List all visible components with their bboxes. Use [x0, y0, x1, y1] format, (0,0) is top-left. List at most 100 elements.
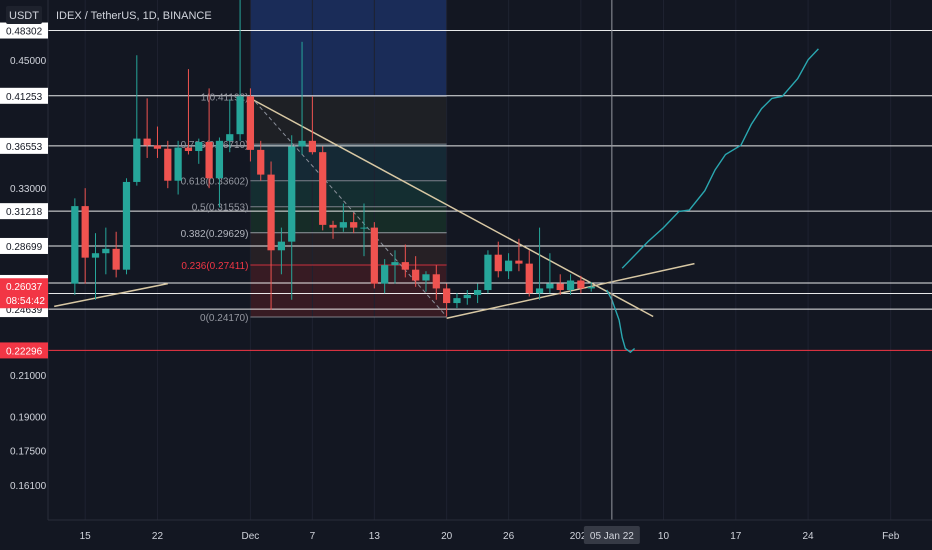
candle-body[interactable] — [277, 241, 286, 251]
fib-zone — [250, 144, 447, 181]
candle-body[interactable] — [535, 288, 544, 294]
candle-body[interactable] — [122, 181, 131, 270]
price-tick-label: 0.16100 — [10, 481, 47, 492]
currency-badge[interactable]: USDT — [9, 10, 39, 22]
candle-body[interactable] — [577, 280, 585, 289]
candle-body[interactable] — [153, 145, 162, 149]
candle-body[interactable] — [525, 263, 533, 294]
candle-body[interactable] — [515, 260, 523, 264]
candle-body[interactable] — [71, 206, 79, 284]
time-tick-label: 26 — [503, 531, 515, 542]
candle-body[interactable] — [391, 262, 399, 266]
candle-body[interactable] — [308, 140, 316, 153]
time-tick-label: 13 — [369, 531, 381, 542]
chart-header: USDT IDEX / TetherUS, 1D, BINANCE — [6, 6, 212, 24]
candle-body[interactable] — [143, 138, 151, 146]
currency-badge-bg[interactable] — [6, 6, 42, 24]
candle-body[interactable] — [195, 141, 203, 152]
time-axis[interactable]: 15 22 Dec 7 13 20 26 2022 10 17 24 Feb 05 Jan 22 — [48, 519, 932, 550]
fib-level-label: 0.618(0.33602) — [181, 177, 249, 188]
level-price-label: 0.31218 — [6, 207, 43, 218]
price-tick-label: 0.33000 — [10, 184, 47, 195]
candle-body[interactable] — [370, 227, 378, 284]
time-tick-label: 17 — [730, 531, 742, 542]
time-tick-label: Dec — [242, 531, 260, 542]
candle-body[interactable] — [443, 288, 451, 304]
fib-zone-top — [250, 0, 447, 97]
candle-body[interactable] — [432, 274, 440, 289]
price-axis-bg — [0, 0, 48, 520]
time-tick-label: 2022 — [570, 531, 593, 542]
candles[interactable] — [71, 0, 595, 317]
candle-body[interactable] — [236, 96, 244, 135]
candle-body[interactable] — [473, 290, 482, 295]
price-tick-label: 0.19000 — [10, 413, 47, 424]
candle-body[interactable] — [484, 254, 492, 291]
candle-body[interactable] — [463, 294, 471, 299]
candle-body[interactable] — [339, 222, 347, 228]
candle-body[interactable] — [381, 265, 389, 284]
candle-body[interactable] — [319, 152, 327, 225]
candle-body[interactable] — [412, 269, 420, 281]
candle-body[interactable] — [298, 140, 306, 147]
candle-body[interactable] — [205, 141, 213, 179]
candle-body[interactable] — [556, 283, 564, 291]
candle-body[interactable] — [453, 298, 461, 304]
fib-level-label: 0.382(0.29629) — [181, 229, 249, 240]
chart-title: IDEX / TetherUS, 1D, BINANCE — [56, 10, 212, 22]
level-price-label: 0.24639 — [6, 305, 43, 316]
level-price-tag — [0, 87, 48, 104]
candle-body[interactable] — [350, 222, 358, 228]
candle-body[interactable] — [288, 146, 296, 242]
fibonacci-zones — [250, 0, 447, 318]
level-price-tag — [0, 237, 48, 254]
candle-countdown-label: 08:54:42 — [6, 296, 45, 307]
last-price-label: 0.26037 — [6, 282, 43, 293]
candle-body[interactable] — [546, 283, 554, 289]
price-axis[interactable]: 0.45000 0.33000 0.21000 0.19000 0.17500 0.161… — [0, 0, 49, 520]
candle-body[interactable] — [102, 248, 110, 254]
projection-bullish-projection — [621, 48, 819, 269]
fibonacci-levels: 1(0.41192) 0.786(0.36710) 0.618(0.33602) 0.… — [181, 92, 447, 324]
candle-body[interactable] — [174, 147, 182, 181]
price-tick-label: 0.45000 — [10, 56, 47, 67]
candle-body[interactable] — [329, 224, 337, 228]
level-price-label: 0.28699 — [6, 242, 43, 253]
candle-body[interactable] — [494, 254, 502, 272]
candle-body[interactable] — [360, 227, 368, 229]
candle-body[interactable] — [401, 262, 409, 270]
fib-level-label: 0(0.24170) — [200, 313, 248, 324]
red-level-label: 0.22296 — [6, 346, 43, 357]
candle-body[interactable] — [257, 149, 265, 175]
time-tick-label: 15 — [80, 531, 92, 542]
candle-body[interactable] — [422, 274, 430, 281]
fib-level-label: 0.786(0.36710) — [181, 140, 249, 151]
cursor-date-label: 05 Jan 22 — [590, 531, 634, 542]
time-tick-label: Feb — [882, 531, 900, 542]
last-price-tag — [0, 278, 48, 309]
candle-body[interactable] — [566, 280, 575, 291]
red-level-tag — [0, 342, 48, 359]
candle-body[interactable] — [164, 148, 172, 181]
candle-body[interactable] — [112, 248, 120, 270]
candle-body[interactable] — [91, 253, 100, 258]
candle-body[interactable] — [587, 286, 595, 289]
candle-body[interactable] — [504, 260, 513, 272]
fib-zone — [250, 180, 447, 207]
fib-zone — [250, 96, 447, 145]
candle-body[interactable] — [246, 96, 255, 150]
candle-body[interactable] — [184, 147, 193, 152]
time-tick-label: 24 — [803, 531, 815, 542]
fib-level-label: 0.236(0.27411) — [181, 261, 248, 272]
time-axis-bg — [48, 520, 932, 550]
candle-body[interactable] — [267, 174, 275, 251]
cursor-date-tag — [583, 526, 640, 544]
level-price-label: 0.41253 — [6, 92, 43, 103]
candle-body[interactable] — [133, 138, 141, 182]
candle-body[interactable] — [81, 206, 89, 258]
fib-level-label: 1(0.41192) — [201, 92, 249, 103]
candle-body[interactable] — [215, 140, 224, 179]
candle-body[interactable] — [226, 134, 234, 141]
